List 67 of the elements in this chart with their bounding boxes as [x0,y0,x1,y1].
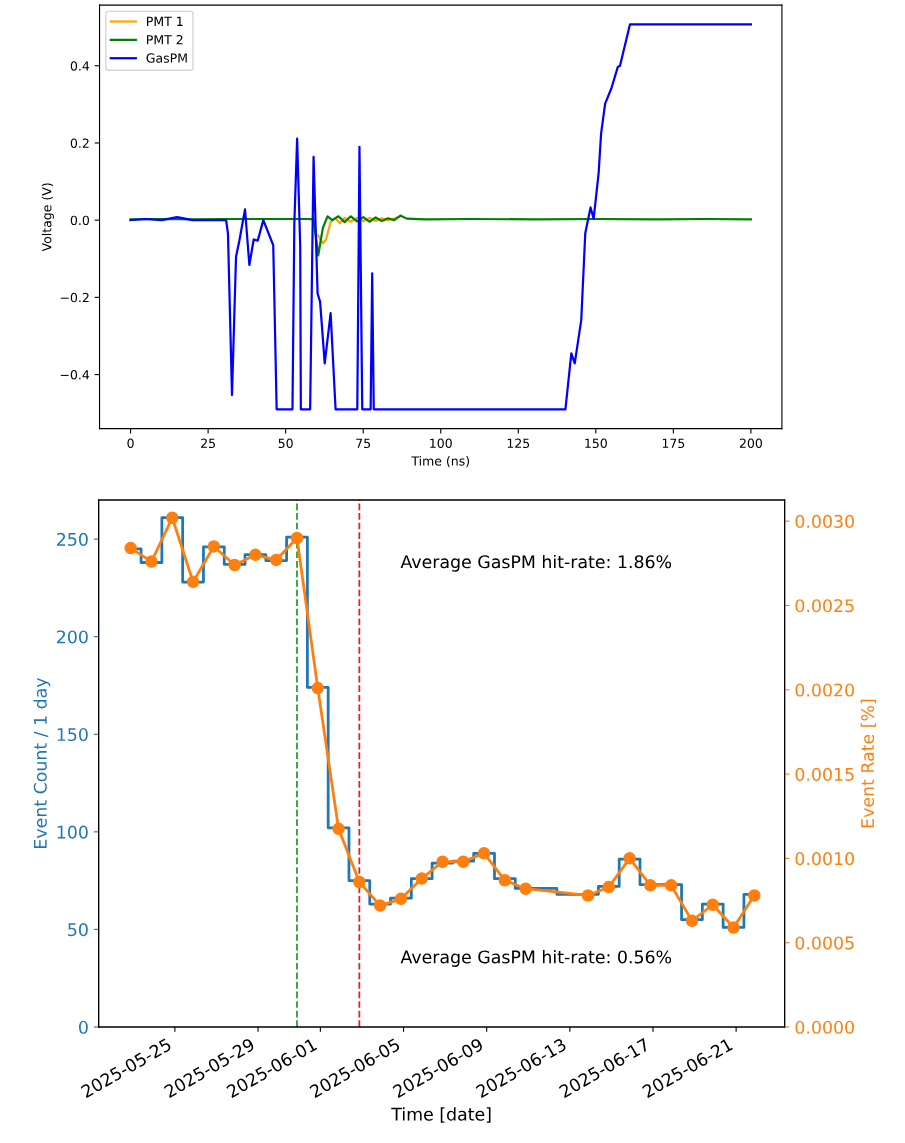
y2-tick-label: 0.0005 [795,936,854,950]
line-series [129,214,753,257]
point [706,898,719,911]
x-tick-label: 75 [356,438,371,449]
point [311,681,325,695]
y-tick-label: 250 [57,532,88,546]
y-axis-title: Voltage (V) [41,183,54,252]
point [685,914,699,928]
y-tick-label: 0.4 [70,61,90,71]
y-tick-label: 0.0 [70,215,89,226]
point [436,855,449,868]
x-tick-label: 200 [739,438,762,449]
x-tick-label: 175 [662,438,685,449]
point [623,852,636,865]
y-tick-label: 200 [57,630,88,644]
y2-tick-label: 0.0015 [795,767,854,781]
point [581,889,595,902]
point [228,558,241,572]
x-tick-label: 150 [585,438,607,449]
y2-tick-label: 0.0010 [795,852,854,866]
y-tick-label: −0.2 [60,292,89,303]
point [644,879,657,892]
point [145,555,158,568]
point [353,875,366,889]
y-tick-label: −0.4 [60,370,90,380]
point [602,880,616,894]
point [332,822,345,836]
annotation: Average GasPM hit-rate: 1.86% [400,554,672,572]
point [124,541,137,555]
point [498,874,512,887]
annotation: Average GasPM hit-rate: 0.56% [400,950,672,967]
y2-tick-label: 0.0025 [795,599,854,613]
x-tick-label: 100 [430,438,452,449]
x-tick-label: 0 [127,438,134,449]
point [394,892,408,906]
point [186,575,200,589]
point [166,511,179,525]
y-tick-label: 0 [79,1020,88,1034]
point [457,855,470,868]
x-tick-label: 50 [278,438,293,449]
point [519,882,532,895]
point [748,889,761,902]
y2-tick-label: 0.0000 [795,1020,854,1034]
point [269,553,283,567]
y-tick-label: 50 [68,923,88,937]
point [249,548,262,562]
y-tick-label: 0.2 [70,138,89,148]
point [207,540,221,553]
legend-label: PMT 2 [147,34,183,45]
y-tick-label: 100 [57,825,88,839]
point [373,899,387,912]
legend-label: GasPM [146,53,187,63]
point [290,531,304,545]
y2-axis-title: Event Rate [%] [860,699,877,828]
y-axis-title: Event Count / 1 day [33,677,51,848]
y2-tick-label: 0.0020 [795,683,854,697]
point [664,879,678,892]
legend-label: PMT 1 [147,16,183,26]
y-tick-label: 150 [57,727,88,742]
point [727,921,740,934]
point [415,872,428,885]
point [477,847,491,860]
y2-tick-label: 0.0030 [795,514,854,528]
x-tick-label: 125 [507,438,530,449]
x-axis-title: Time [date] [391,1107,491,1123]
x-axis-title: Time (ns) [411,456,470,468]
x-tick-label: 25 [201,438,215,449]
